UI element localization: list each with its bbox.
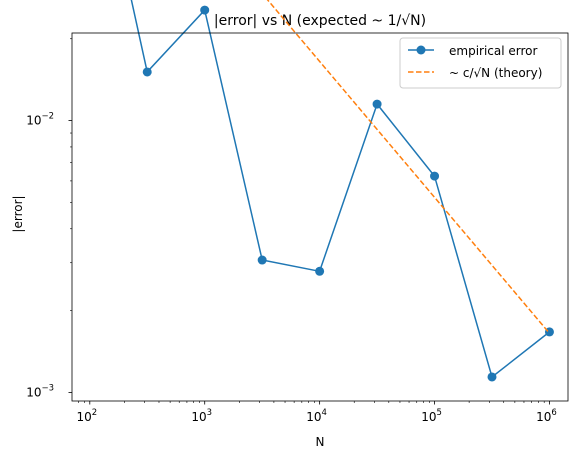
legend-frame [399,37,562,89]
data-point [200,5,210,15]
axes-frame [71,32,569,402]
chart-title: |error| vs N (expected ~ 1/√N) [214,13,426,29]
x-tick-label: 106 [536,408,557,424]
y-tick-label: 10−2 [26,112,54,128]
x-tick-label: 102 [76,408,97,424]
legend-label-empirical-error: empirical error [449,44,538,58]
data-point [372,99,382,109]
x-tick-label: 103 [191,408,212,424]
data-point [142,67,152,77]
x-axis-label: N [316,435,325,449]
x-tick-label: 104 [306,408,327,424]
y-tick-label: 10−3 [26,383,54,399]
series-line-1 [266,0,551,334]
data-point [487,372,497,382]
y-axis-label: |error| [11,195,25,232]
x-tick-label: 105 [421,408,442,424]
legend-label-theory: ~ c/√N (theory) [449,66,542,80]
data-point [257,255,267,265]
data-point [315,266,325,276]
data-point [430,171,440,181]
legend: empirical error ~ c/√N (theory) [399,37,562,89]
legend-marker-empirical-error-dot [416,45,426,55]
